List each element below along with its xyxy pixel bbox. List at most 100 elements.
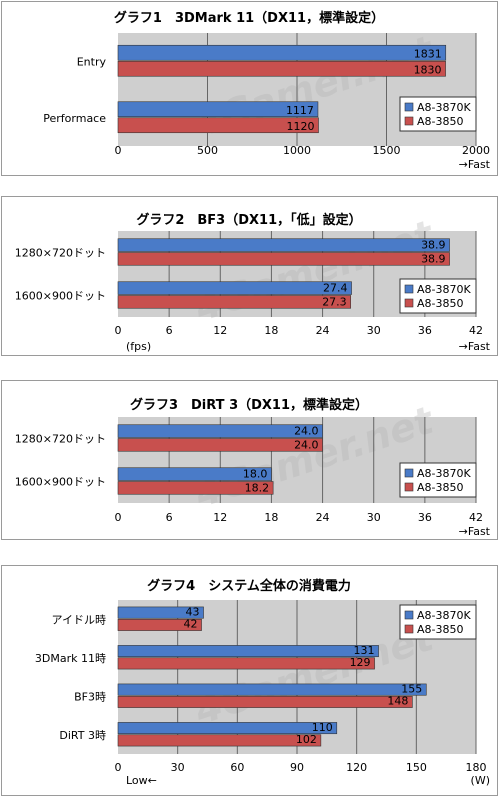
chart-4-bar-a8-3850 [117, 657, 375, 670]
chart-3-x-tick-label: 36 [418, 511, 432, 524]
chart-3-legend-label: A8-3870K [417, 467, 471, 480]
chart-4-x-tick-label: 0 [115, 761, 122, 774]
chart-1-data-label: 1117 [286, 104, 314, 117]
chart-3-data-label: 24.0 [294, 425, 319, 438]
chart-2-data-label: 38.9 [421, 239, 446, 252]
chart-1-x-tick-label: 500 [197, 144, 218, 157]
chart-4-x-tick-label: 30 [171, 761, 185, 774]
chart-3-bar-a8-3870k [117, 424, 323, 438]
chart-4-axis-note-right: (W) [471, 774, 490, 787]
chart-4-bar-a8-3870k [117, 645, 379, 658]
chart-4-legend-box [399, 604, 477, 640]
chart-4-bar-a8-3870k [117, 722, 338, 735]
chart-4-data-label: 43 [186, 605, 200, 618]
chart-panel-1: グラフ1 3DMark 11（DX11，標準設定） 4Gamer.net 0 500 1… [1, 1, 498, 176]
chart-2-bar-a8-3870k [117, 238, 450, 252]
chart-4-category-label: BF3時 [74, 690, 106, 703]
chart-3-data-label: 24.0 [294, 438, 319, 451]
chart-4-bar-a8-3850 [117, 618, 202, 631]
chart-1-legend-swatch [404, 102, 414, 112]
chart-4-axis-note-left: Low← [126, 774, 157, 787]
chart-2-x-tick-label: 0 [115, 324, 122, 337]
chart-4-bar-a8-3870k [117, 683, 427, 696]
chart-3-legend-box [399, 462, 477, 498]
chart-3-x-tick-label: 6 [166, 511, 173, 524]
chart-2-data-label: 27.3 [322, 295, 347, 308]
chart-1-data-label: 1831 [414, 47, 442, 60]
chart-3-axis-note-right: →Fast [459, 525, 491, 538]
chart-2-data-label: 38.9 [421, 252, 446, 265]
chart-4-category-label: アイドル時 [52, 613, 106, 626]
chart-2-x-tick-label: 42 [469, 324, 483, 337]
chart-panel-4: グラフ4 システム全体の消費電力 4Gamer.net 0 30 60 90 120 150 1… [1, 565, 498, 796]
chart-3-data-label: 18.2 [245, 481, 270, 494]
chart-4-data-label: 110 [312, 721, 333, 734]
chart-3-x-tick-label: 18 [264, 511, 278, 524]
chart-3-bar-a8-3870k [117, 467, 272, 481]
chart-4-title: グラフ4 システム全体の消費電力 [147, 578, 351, 594]
chart-1-axis-note-right: →Fast [459, 158, 491, 171]
chart-4-bar-a8-3850 [117, 695, 413, 708]
chart-4-data-label: 155 [401, 682, 422, 695]
chart-3-bar-a8-3850 [117, 438, 323, 452]
chart-2-legend-swatch [404, 284, 414, 294]
chart-1-legend-box [399, 96, 477, 132]
chart-panel-3: グラフ3 DiRT 3（DX11，標準設定） 4Gamer.net 0 6 12 18 24… [1, 380, 498, 540]
chart-4-bar-a8-3870k [117, 606, 204, 619]
chart-2-legend-label: A8-3850 [417, 297, 464, 310]
chart-3-x-tick-label: 30 [367, 511, 381, 524]
chart-2-category-label: 1600×900ドット [15, 290, 106, 303]
chart-2-bar-a8-3850 [117, 252, 450, 266]
chart-1-x-tick-label: 1000 [283, 144, 311, 157]
chart-1-x-tick-label: 1500 [373, 144, 401, 157]
chart-3-x-tick-label: 0 [115, 511, 122, 524]
chart-1-bar-a8-3870k [117, 101, 319, 118]
chart-2-category-label: 1280×720ドット [15, 247, 106, 260]
chart-3-category-label: 1280×720ドット [15, 433, 106, 446]
chart-2-legend-swatch [404, 298, 414, 308]
chart-4-x-tick-label: 180 [466, 761, 487, 774]
chart-4-legend-swatch [404, 610, 414, 620]
chart-2-legend-label: A8-3870K [417, 283, 471, 296]
chart-4-category-label: DiRT 3時 [59, 729, 106, 742]
chart-1-bar-a8-3850 [117, 117, 319, 134]
chart-1-data-label: 1830 [414, 63, 442, 76]
chart-2-x-tick-label: 30 [367, 324, 381, 337]
chart-2-axis-note-left: (fps) [126, 340, 151, 353]
chart-3-legend-swatch [404, 468, 414, 478]
chart-4-legend-label: A8-3850 [417, 623, 464, 636]
chart-4-bar-a8-3850 [117, 734, 322, 747]
chart-1-legend-label: A8-3870K [417, 101, 471, 114]
chart-4-data-label: 102 [296, 733, 317, 746]
chart-3-category-label: 1600×900ドット [15, 476, 106, 489]
chart-1-data-label: 1120 [286, 120, 314, 133]
chart-2-bar-a8-3850 [117, 295, 351, 309]
chart-2-title: グラフ2 BF3（DX11，「低」設定） [136, 212, 361, 228]
chart-4-legend-swatch [404, 624, 414, 634]
chart-4-data-label: 42 [184, 618, 198, 631]
chart-2-x-tick-label: 12 [213, 324, 227, 337]
chart-3-data-label: 18.0 [243, 468, 268, 481]
chart-3-bar-a8-3850 [117, 481, 274, 495]
chart-1-title: グラフ1 3DMark 11（DX11，標準設定） [114, 10, 384, 26]
chart-1-legend-swatch [404, 116, 414, 126]
chart-3-x-tick-label: 12 [213, 511, 227, 524]
chart-2-data-label: 27.4 [323, 282, 348, 295]
chart-3-x-tick-label: 24 [316, 511, 330, 524]
chart-4-legend-label: A8-3870K [417, 609, 471, 622]
chart-1-x-tick-label: 0 [115, 144, 122, 157]
chart-2-axis-note-right: →Fast [459, 340, 491, 353]
chart-1-bar-a8-3850 [117, 60, 446, 77]
chart-3-legend-label: A8-3850 [417, 481, 464, 494]
chart-1-category-label: Entry [77, 55, 107, 68]
chart-1-bar-a8-3870k [117, 44, 447, 61]
chart-4-category-label: 3DMark 11時 [35, 652, 106, 665]
chart-4-data-label: 148 [387, 695, 408, 708]
chart-3-x-tick-label: 42 [469, 511, 483, 524]
chart-4-data-label: 131 [354, 644, 375, 657]
